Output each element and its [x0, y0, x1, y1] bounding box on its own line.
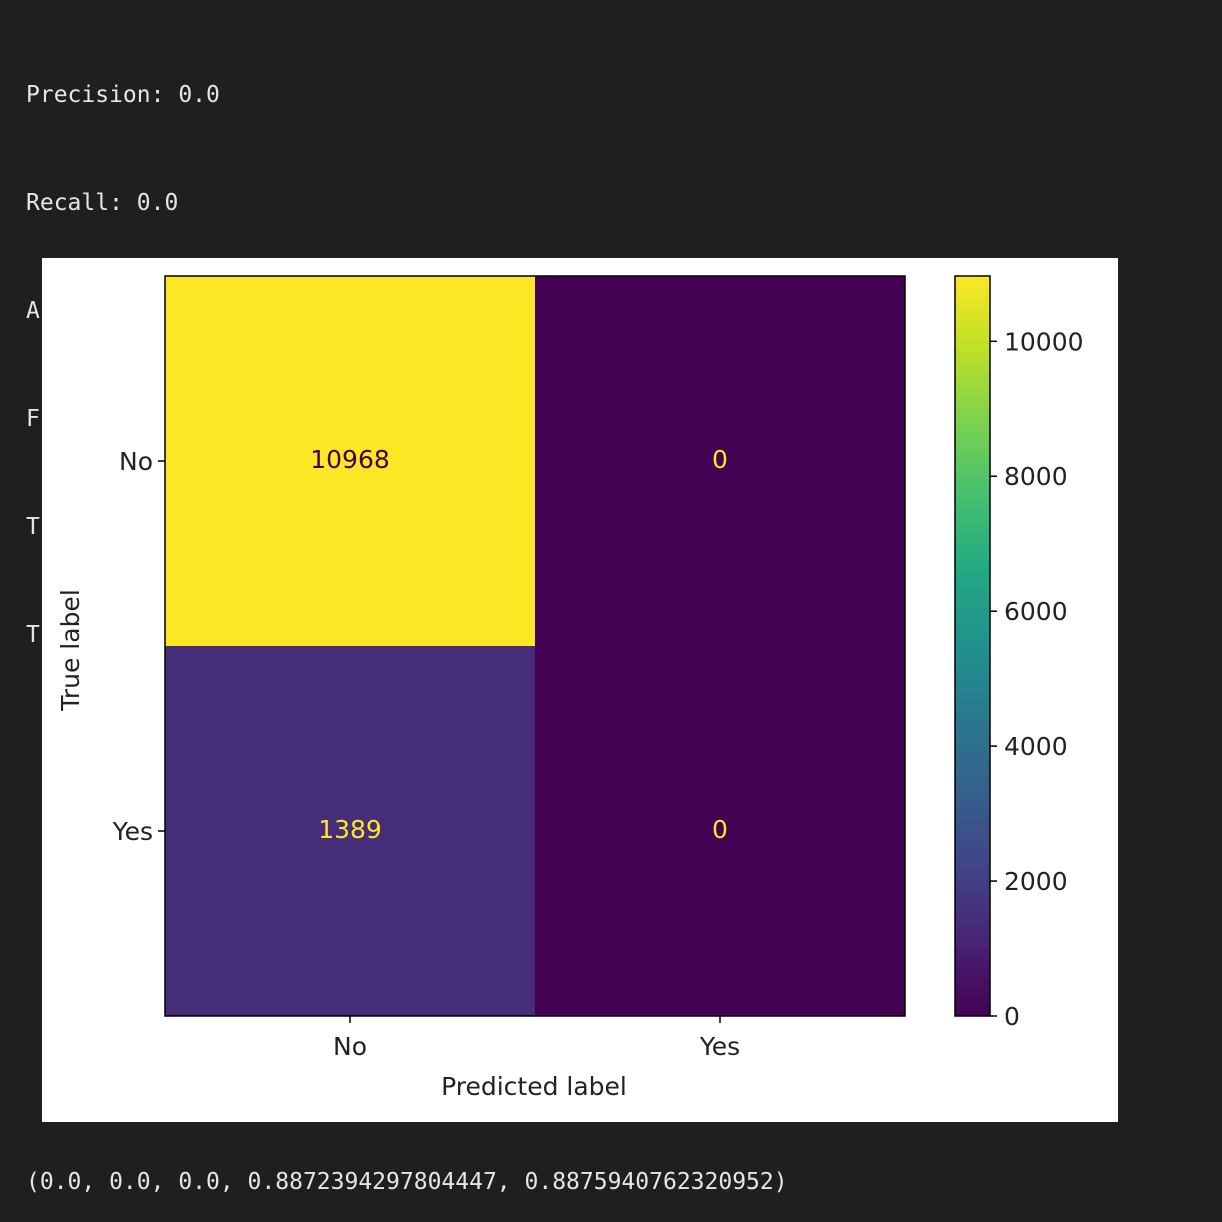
heatmap-cell [165, 276, 535, 646]
heatmap-cell [165, 646, 535, 1016]
colorbar-tick-label: 6000 [1004, 597, 1068, 626]
return-value: (0.0, 0.0, 0.0, 0.8872394297804447, 0.88… [26, 1169, 788, 1195]
x-tick-label: No [333, 1032, 367, 1061]
colorbar-tick-label: 10000 [1004, 327, 1084, 356]
heatmap-cell [535, 646, 905, 1016]
y-tick-label: No [119, 447, 153, 476]
chart: Predicted label True label 10968 0 1389 0 No… [42, 258, 1118, 1122]
cell-label: 0 [712, 445, 728, 474]
colorbar-tick-label: 4000 [1004, 732, 1068, 761]
y-axis-label: True label [56, 589, 85, 712]
heatmap-cell [535, 276, 905, 646]
colorbar-tick-label: 0 [1004, 1002, 1020, 1031]
output-line: Recall: 0.0 [26, 190, 179, 216]
output-line: Precision: 0.0 [26, 82, 220, 108]
y-tick-label: Yes [112, 817, 153, 846]
x-axis-label: Predicted label [441, 1072, 627, 1101]
cell-label: 0 [712, 815, 728, 844]
colorbar-tick-label: 2000 [1004, 867, 1068, 896]
cell-label: 1389 [318, 815, 382, 844]
colorbar-tick-label: 8000 [1004, 462, 1068, 491]
cell-label: 10968 [310, 445, 390, 474]
colorbar [954, 275, 991, 1017]
axes-frame [164, 275, 906, 1017]
x-tick-label: Yes [699, 1032, 740, 1061]
